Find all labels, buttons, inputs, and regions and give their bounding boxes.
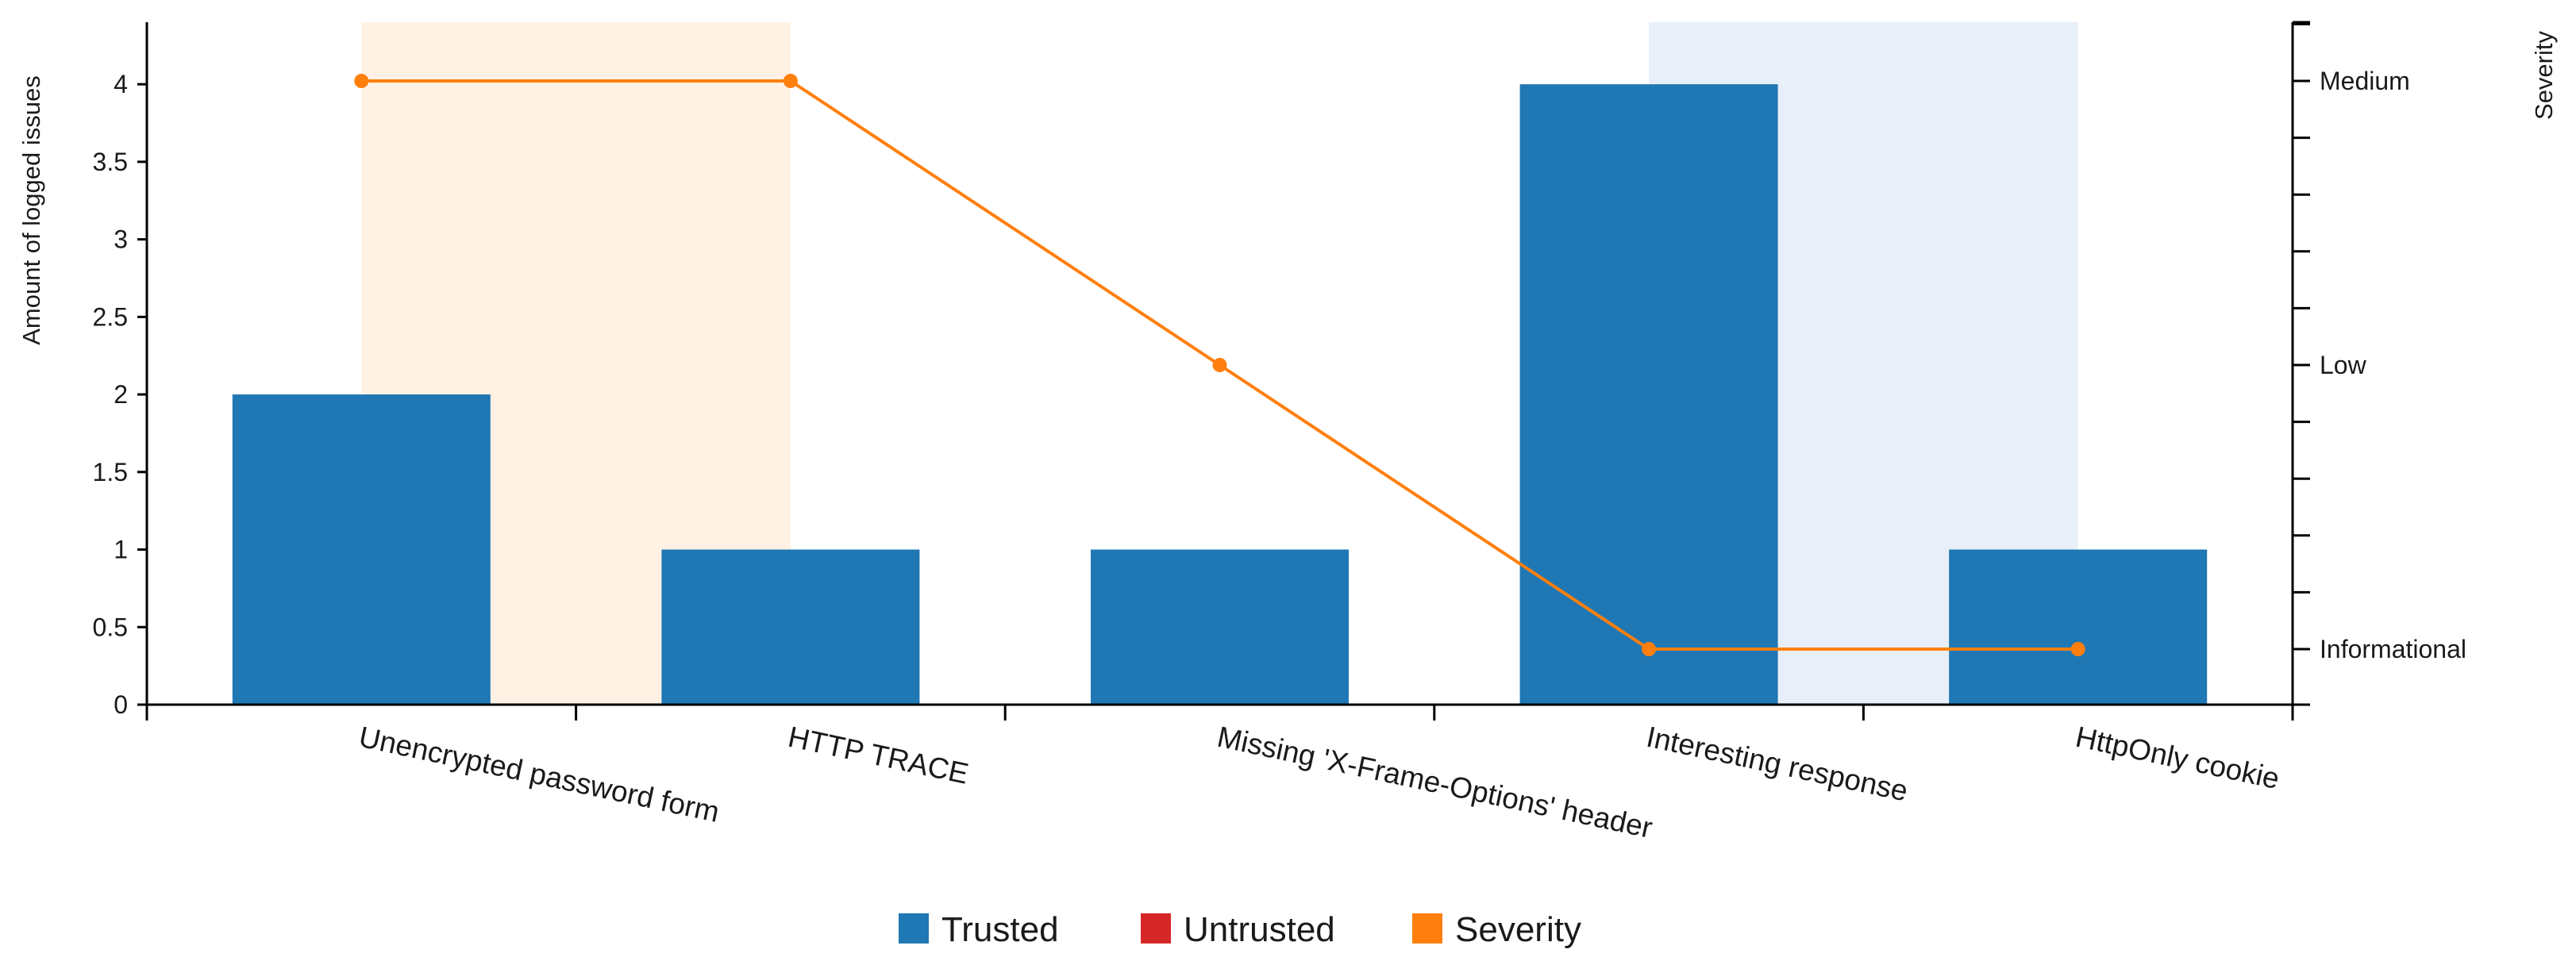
x-tick-label: Unencrypted password form <box>356 721 722 828</box>
y-tick-label: 2.5 <box>93 302 128 331</box>
bars-group <box>232 84 2208 705</box>
y2-tick-label: Informational <box>2320 635 2466 663</box>
bar-trusted-interesting-response <box>1519 84 1778 705</box>
bar-trusted-httponly-cookie <box>1949 549 2208 705</box>
y-tick-label: 1 <box>114 536 128 564</box>
severity-point-missing-x-frame-options-header <box>1212 358 1227 372</box>
y2-tick-label: Low <box>2320 351 2367 379</box>
legend: Trusted Untrusted Severity <box>899 910 1581 949</box>
severity-point-http-trace <box>783 74 798 88</box>
y-tick-label: 2 <box>114 380 128 409</box>
y-axis-title: Amount of logged issues <box>17 75 45 345</box>
bar-trusted-http-trace <box>661 549 920 705</box>
legend-swatch-severity <box>1412 913 1442 943</box>
y2-axis-title: Severity <box>2530 31 2558 120</box>
severity-point-httponly-cookie <box>2070 642 2085 656</box>
y-tick-label: 3.5 <box>93 148 128 176</box>
severity-point-unencrypted-password-form <box>354 74 369 88</box>
x-tick-label: HTTP TRACE <box>785 721 971 790</box>
bar-trusted-unencrypted-password-form <box>232 394 491 705</box>
y-tick-label: 3 <box>114 225 128 254</box>
severity-line-group <box>354 74 2085 656</box>
legend-label-trusted: Trusted <box>941 910 1059 949</box>
x-tick-label: Missing 'X-Frame-Options' header <box>1215 721 1655 844</box>
legend-swatch-untrusted <box>1141 913 1171 943</box>
x-tick-label: HttpOnly cookie <box>2073 721 2282 795</box>
legend-label-severity: Severity <box>1455 910 1581 949</box>
severity-point-interesting-response <box>1642 642 1657 656</box>
y2-tick-label: Medium <box>2320 67 2410 95</box>
bar-trusted-missing-x-frame-options-header <box>1091 549 1349 705</box>
legend-swatch-trusted <box>899 913 929 943</box>
legend-label-untrusted: Untrusted <box>1184 910 1335 949</box>
y-tick-label: 0.5 <box>93 613 128 641</box>
y-tick-label: 4 <box>114 70 128 98</box>
y-tick-label: 0 <box>114 690 128 719</box>
x-tick-label: Interesting response <box>1643 721 1910 808</box>
y-tick-label: 1.5 <box>93 458 128 486</box>
